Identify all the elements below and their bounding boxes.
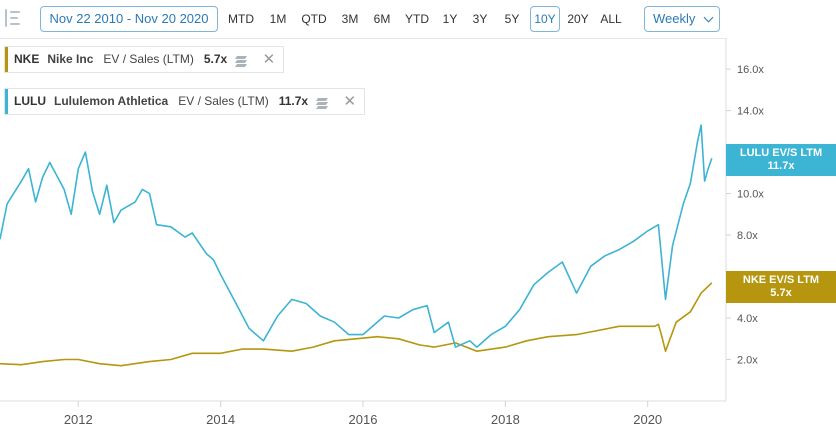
- lulu-end-label-value: 11.7x: [767, 160, 795, 172]
- range-button-1m[interactable]: 1M: [269, 12, 287, 26]
- menu-icon[interactable]: [4, 8, 22, 28]
- series-line-nke: [0, 282, 713, 367]
- x-tick-label: 2014: [206, 412, 235, 427]
- legend-color-lulu: [5, 89, 8, 114]
- legend-ticker: LULU: [14, 94, 46, 108]
- lulu-end-label-title: LULU EV/S LTM: [739, 147, 823, 159]
- range-button-10y[interactable]: 10Y: [530, 6, 560, 32]
- range-button-1y[interactable]: 1Y: [442, 12, 458, 26]
- range-button-3y[interactable]: 3Y: [472, 12, 488, 26]
- y-tick-label: 8.0x: [737, 230, 758, 242]
- x-tick-label: 2016: [349, 412, 378, 427]
- date-range-picker[interactable]: Nov 22 2010 - Nov 20 2020: [40, 6, 218, 32]
- y-tick-label: 16.0x: [737, 64, 764, 76]
- interval-value: Weekly: [653, 11, 696, 26]
- legend-metric: EV / Sales (LTM): [178, 94, 269, 108]
- legend-ticker: NKE: [14, 52, 40, 66]
- lulu-end-label: LULU EV/S LTM 11.7x: [726, 144, 836, 176]
- y-tick-label: 4.0x: [737, 313, 758, 325]
- y-tick-label: 10.0x: [737, 189, 764, 201]
- legend-item-lulu: LULU Lululemon Athletica EV / Sales (LTM) 1…: [4, 88, 366, 115]
- range-button-20y[interactable]: 20Y: [567, 12, 589, 26]
- close-icon[interactable]: ✕: [343, 93, 357, 110]
- plot-area: [0, 38, 726, 402]
- range-button-ytd[interactable]: YTD: [405, 12, 429, 26]
- legend-item-nke: NKE Nike Inc EV / Sales (LTM) 5.7x ✕: [4, 46, 285, 73]
- layers-icon[interactable]: [235, 54, 249, 67]
- close-icon[interactable]: ✕: [262, 51, 276, 68]
- range-button-6m[interactable]: 6M: [373, 12, 391, 26]
- x-tick-label: 2018: [491, 412, 520, 427]
- nke-end-label-value: 5.7x: [770, 287, 792, 299]
- interval-select[interactable]: Weekly: [644, 6, 720, 32]
- range-button-mtd[interactable]: MTD: [228, 12, 254, 26]
- x-axis: 2012 2014 2016 2018 2020: [64, 401, 662, 427]
- y-tick-label: 14.0x: [737, 106, 764, 118]
- legend-company: Nike Inc: [47, 52, 94, 66]
- nke-end-label-title: NKE EV/S LTM: [742, 274, 820, 286]
- series-layer: [0, 124, 713, 367]
- legend-metric: EV / Sales (LTM): [103, 52, 194, 66]
- series-line-lulu: [0, 124, 713, 348]
- nke-end-label: NKE EV/S LTM 5.7x: [726, 271, 836, 303]
- legend-value: 11.7x: [278, 94, 309, 108]
- legend-company: Lululemon Athletica: [54, 94, 169, 108]
- legend-value: 5.7x: [203, 52, 228, 66]
- range-button-5y[interactable]: 5Y: [504, 12, 520, 26]
- range-button-3m[interactable]: 3M: [341, 12, 359, 26]
- legend-color-nke: [5, 47, 8, 72]
- range-button-all[interactable]: ALL: [600, 12, 622, 26]
- toolbar: Nov 22 2010 - Nov 20 2020 MTD 1M QTD 3M 6M YT…: [0, 0, 836, 38]
- y-tick-label: 2.0x: [737, 355, 758, 367]
- x-tick-label: 2020: [633, 412, 662, 427]
- range-button-qtd[interactable]: QTD: [301, 12, 327, 26]
- layers-icon[interactable]: [316, 96, 330, 109]
- x-tick-label: 2012: [64, 412, 93, 427]
